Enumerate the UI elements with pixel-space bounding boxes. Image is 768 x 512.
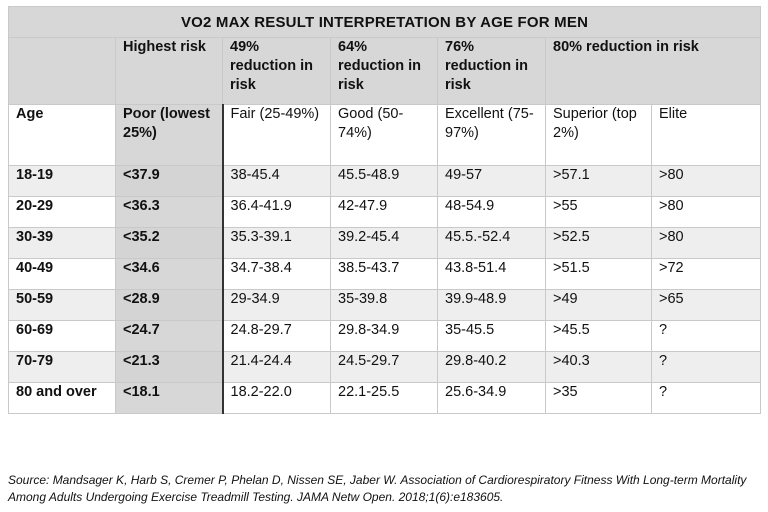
elite-cell: >72 bbox=[650, 258, 762, 290]
age-cell: 80 and over bbox=[8, 382, 116, 414]
fair-cell: 29-34.9 bbox=[221, 289, 331, 321]
poor-cell: <37.9 bbox=[115, 165, 223, 197]
good-cell: 24.5-29.7 bbox=[330, 351, 438, 383]
fair-cell: 36.4-41.9 bbox=[221, 196, 331, 228]
excellent-cell: 35-45.5 bbox=[437, 320, 546, 352]
source-citation: Source: Mandsager K, Harb S, Cremer P, P… bbox=[8, 473, 747, 504]
table-row: 30-39 <35.2 35.3-39.1 39.2-45.4 45.5.-52… bbox=[8, 227, 762, 259]
good-cell: 35-39.8 bbox=[330, 289, 438, 321]
good-cell: 45.5-48.9 bbox=[330, 165, 438, 197]
age-cell: 30-39 bbox=[8, 227, 116, 259]
superior-cell: >55 bbox=[545, 196, 652, 228]
age-cell: 50-59 bbox=[8, 289, 116, 321]
risk-band-76: 76% reduction in risk bbox=[437, 37, 546, 105]
table-row: 20-29 <36.3 36.4-41.9 42-47.9 48-54.9 >5… bbox=[8, 196, 762, 228]
superior-cell: >51.5 bbox=[545, 258, 652, 290]
risk-band-row: Highest risk 49% reduction in risk 64% r… bbox=[8, 37, 762, 105]
poor-cell: <24.7 bbox=[115, 320, 223, 352]
excellent-cell: 25.6-34.9 bbox=[437, 382, 546, 414]
elite-cell: >80 bbox=[650, 227, 762, 259]
fair-cell: 35.3-39.1 bbox=[221, 227, 331, 259]
poor-cell: <18.1 bbox=[115, 382, 223, 414]
risk-band-64: 64% reduction in risk bbox=[330, 37, 438, 105]
superior-cell: >57.1 bbox=[545, 165, 652, 197]
fair-cell: 21.4-24.4 bbox=[221, 351, 331, 383]
age-cell: 20-29 bbox=[8, 196, 116, 228]
table-row: 18-19 <37.9 38-45.4 45.5-48.9 49-57 >57.… bbox=[8, 165, 762, 197]
table-title: VO2 MAX RESULT INTERPRETATION BY AGE FOR… bbox=[7, 6, 762, 38]
risk-band-49: 49% reduction in risk bbox=[222, 37, 331, 105]
header-fair: Fair (25-49%) bbox=[221, 104, 331, 166]
title-row: VO2 MAX RESULT INTERPRETATION BY AGE FOR… bbox=[7, 6, 762, 38]
age-cell: 40-49 bbox=[8, 258, 116, 290]
good-cell: 29.8-34.9 bbox=[330, 320, 438, 352]
poor-cell: <34.6 bbox=[115, 258, 223, 290]
elite-cell: ? bbox=[650, 351, 762, 383]
excellent-cell: 43.8-51.4 bbox=[437, 258, 546, 290]
poor-cell: <28.9 bbox=[115, 289, 223, 321]
elite-cell: >65 bbox=[650, 289, 762, 321]
poor-cell: <21.3 bbox=[115, 351, 223, 383]
poor-cell: <36.3 bbox=[115, 196, 223, 228]
superior-cell: >49 bbox=[545, 289, 652, 321]
elite-cell: ? bbox=[650, 382, 762, 414]
risk-band-highest: Highest risk bbox=[115, 37, 223, 105]
category-header-row: Age Poor (lowest 25%) Fair (25-49%) Good… bbox=[8, 104, 762, 166]
poor-cell: <35.2 bbox=[115, 227, 223, 259]
header-poor: Poor (lowest 25%) bbox=[115, 104, 223, 166]
excellent-cell: 39.9-48.9 bbox=[437, 289, 546, 321]
good-cell: 38.5-43.7 bbox=[330, 258, 438, 290]
elite-cell: >80 bbox=[650, 196, 762, 228]
table-row: 50-59 <28.9 29-34.9 35-39.8 39.9-48.9 >4… bbox=[8, 289, 762, 321]
superior-cell: >35 bbox=[545, 382, 652, 414]
risk-band-empty bbox=[8, 37, 116, 105]
table-row: 80 and over <18.1 18.2-22.0 22.1-25.5 25… bbox=[8, 382, 762, 414]
excellent-cell: 48-54.9 bbox=[437, 196, 546, 228]
fair-cell: 34.7-38.4 bbox=[221, 258, 331, 290]
fair-cell: 24.8-29.7 bbox=[221, 320, 331, 352]
excellent-cell: 29.8-40.2 bbox=[437, 351, 546, 383]
age-cell: 18-19 bbox=[8, 165, 116, 197]
header-age: Age bbox=[8, 104, 116, 166]
fair-cell: 18.2-22.0 bbox=[221, 382, 331, 414]
excellent-cell: 45.5.-52.4 bbox=[437, 227, 546, 259]
age-cell: 70-79 bbox=[8, 351, 116, 383]
excellent-cell: 49-57 bbox=[437, 165, 546, 197]
age-cell: 60-69 bbox=[8, 320, 116, 352]
superior-cell: >52.5 bbox=[545, 227, 652, 259]
header-elite: Elite bbox=[650, 104, 762, 166]
superior-cell: >40.3 bbox=[545, 351, 652, 383]
superior-cell: >45.5 bbox=[545, 320, 652, 352]
table-row: 40-49 <34.6 34.7-38.4 38.5-43.7 43.8-51.… bbox=[8, 258, 762, 290]
table-row: 60-69 <24.7 24.8-29.7 29.8-34.9 35-45.5 … bbox=[8, 320, 762, 352]
good-cell: 22.1-25.5 bbox=[330, 382, 438, 414]
good-cell: 42-47.9 bbox=[330, 196, 438, 228]
header-excellent: Excellent (75-97%) bbox=[437, 104, 546, 166]
good-cell: 39.2-45.4 bbox=[330, 227, 438, 259]
vo2-max-table: VO2 MAX RESULT INTERPRETATION BY AGE FOR… bbox=[7, 6, 762, 414]
risk-band-80: 80% reduction in risk bbox=[544, 37, 762, 105]
fair-cell: 38-45.4 bbox=[221, 165, 331, 197]
header-superior: Superior (top 2%) bbox=[545, 104, 652, 166]
elite-cell: ? bbox=[650, 320, 762, 352]
table-row: 70-79 <21.3 21.4-24.4 24.5-29.7 29.8-40.… bbox=[8, 351, 762, 383]
elite-cell: >80 bbox=[650, 165, 762, 197]
header-good: Good (50-74%) bbox=[330, 104, 438, 166]
